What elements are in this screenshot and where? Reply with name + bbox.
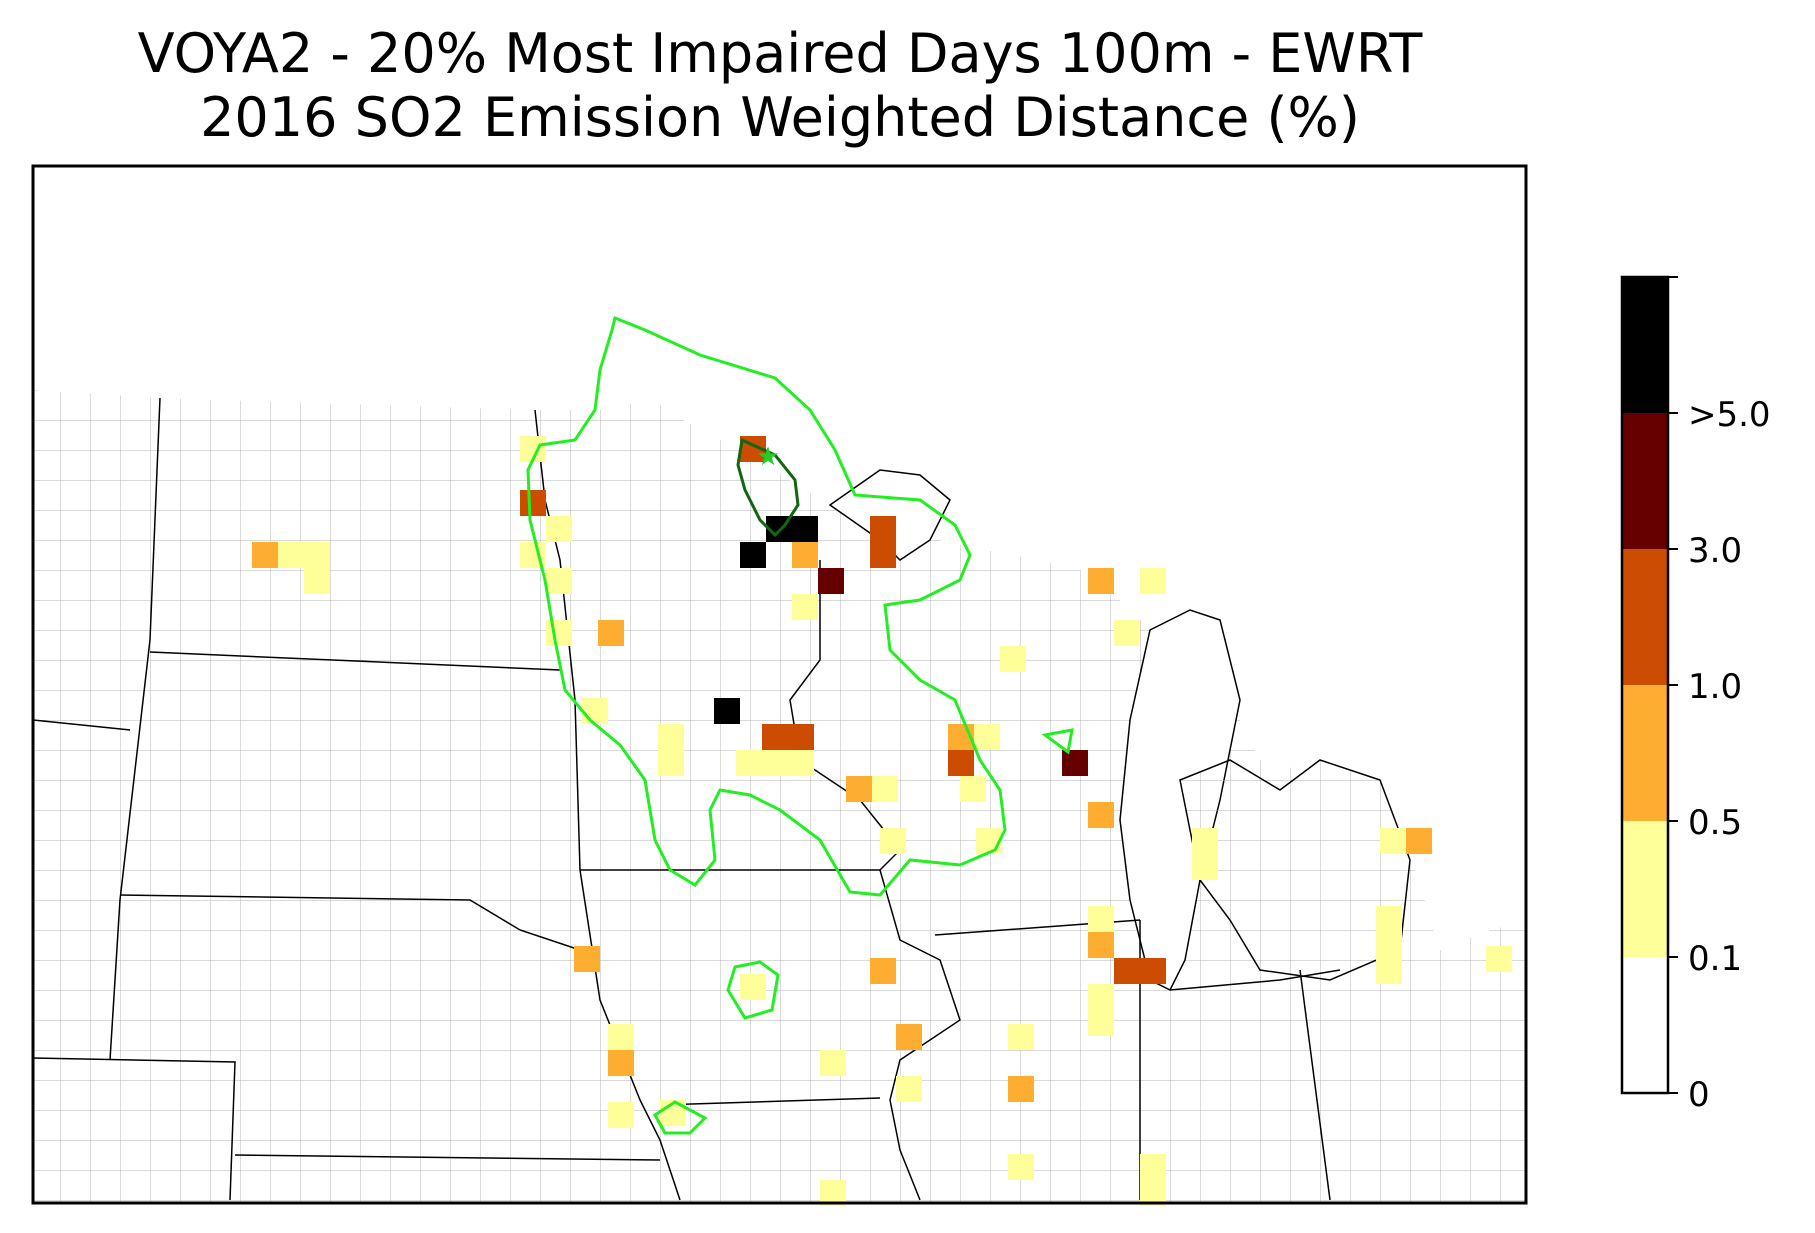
emission-cell [1008,1024,1034,1050]
emission-cell [976,828,1002,854]
emission-cell [740,974,766,1000]
emission-cell [1008,1154,1034,1180]
emission-cell [1376,906,1402,932]
legend-bin-3 [1622,549,1668,685]
emission-cell [818,568,844,594]
emission-cell [846,776,872,802]
emission-cell [304,542,330,568]
legend-tick-2: 0.5 [1688,803,1742,843]
emission-cell [1088,906,1114,932]
emission-cell [1062,750,1088,776]
emission-cell [574,946,600,972]
emission-cell [736,750,762,776]
emission-cell [1140,958,1166,984]
emission-cell [762,750,788,776]
small-contour-wi [1041,728,1074,755]
state-boundaries [33,397,1341,1201]
emission-cell [252,542,278,568]
emission-cell [1088,568,1114,594]
emission-cell [520,490,546,516]
lake-michigan [1119,609,1241,992]
contours [526,315,1074,1135]
emission-cell [788,724,814,750]
emission-cell [960,776,986,802]
emission-cell [608,1024,634,1050]
emission-cell [1380,828,1406,854]
small-contour-ia [726,960,780,1020]
emission-cell [792,542,818,568]
emission-cell [608,1102,634,1128]
emission-cell [658,750,684,776]
emission-cell [870,516,896,542]
emission-cell [870,958,896,984]
small-contour-mo [653,1100,708,1135]
emission-cell [598,620,624,646]
emission-cell [582,698,608,724]
emission-cell [820,1050,846,1076]
emission-cell [974,724,1000,750]
emission-cell [1192,854,1218,880]
emission-cell [546,516,572,542]
chart-title-line2: 2016 SO2 Emission Weighted Distance (%) [200,86,1360,149]
emission-cell [740,542,766,568]
emission-cell [788,750,814,776]
inner-contour [736,437,800,538]
emission-cell [1486,946,1512,972]
emission-cell [792,516,818,542]
legend-tick-5: >5.0 [1688,395,1771,435]
emission-cell [1088,1010,1114,1036]
outer-contour [526,315,1007,897]
emission-cell [1088,802,1114,828]
legend-bin-5 [1622,277,1668,413]
emission-cell [872,776,898,802]
emission-cell [1192,828,1218,854]
legend-bin-0 [1622,957,1668,1093]
chart-title-line1: VOYA2 - 20% Most Impaired Days 100m - EW… [137,22,1423,85]
legend-tick-0: 0 [1688,1075,1710,1115]
emission-cell [880,828,906,854]
legend-tick-3: 1.0 [1688,667,1742,707]
emission-cell [896,1076,922,1102]
emission-cell [948,750,974,776]
legend-bin-4 [1622,413,1668,549]
emission-cell [792,594,818,620]
legend-colorbar: 0 0.1 0.5 1.0 3.0 >5.0 [1620,275,1771,1115]
emission-cell [608,1050,634,1076]
emission-cell [1000,646,1026,672]
star-icon: ★ [756,442,779,472]
emission-cells [252,436,1512,1206]
emission-cell [1140,1154,1166,1180]
emission-cell [896,1024,922,1050]
emission-cell [1114,958,1140,984]
emission-cell [1088,984,1114,1010]
legend-tick-1: 0.1 [1688,939,1742,979]
emission-cell [1406,828,1432,854]
emission-cell [1376,958,1402,984]
legend-bin-2 [1622,685,1668,821]
emission-cell [278,542,304,568]
emission-cell [870,542,896,568]
emission-cell [658,724,684,750]
emission-cell [1008,1076,1034,1102]
lower-michigan [1179,759,1411,981]
emission-cell [304,568,330,594]
emission-cell [1140,568,1166,594]
emission-cell [546,620,572,646]
legend-tick-4: 3.0 [1688,531,1742,571]
emission-cell [714,698,740,724]
emission-cell [1114,620,1140,646]
emission-cell [1376,932,1402,958]
emission-cell [762,724,788,750]
map-frame [31,164,1528,1205]
emission-cell [1088,932,1114,958]
legend-bin-1 [1622,821,1668,957]
emission-cell [546,568,572,594]
